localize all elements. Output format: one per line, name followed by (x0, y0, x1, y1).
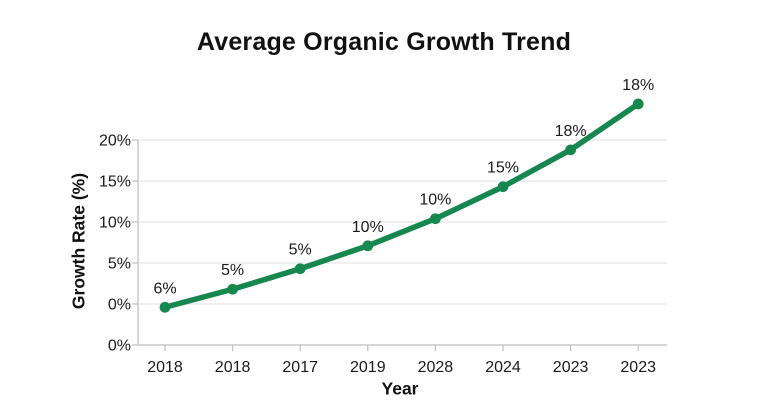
y-tick-label: 20% (99, 133, 131, 150)
y-tick-label: 15% (99, 174, 131, 191)
data-point-label: 5% (289, 242, 312, 259)
data-point-label: 10% (419, 192, 451, 209)
x-tick-label: 2017 (282, 359, 318, 376)
data-point-label: 6% (153, 280, 176, 297)
data-point (497, 181, 509, 193)
x-tick-label: 2019 (350, 359, 386, 376)
chart-title: Average Organic Growth Trend (196, 28, 572, 56)
data-point (362, 240, 374, 252)
y-tick-label: 0% (108, 338, 131, 355)
x-tick-label: 2018 (147, 359, 183, 376)
data-point (159, 301, 171, 313)
y-tick-label: 10% (99, 215, 131, 232)
data-point-label: 15% (487, 160, 519, 177)
x-tick-label: 2023 (620, 359, 656, 376)
data-point-label: 18% (622, 77, 654, 94)
x-axis-title: Year (381, 378, 419, 399)
trend-line (162, 101, 641, 311)
data-point (632, 98, 644, 110)
data-point (430, 213, 441, 225)
data-point (294, 263, 306, 275)
data-point (227, 283, 239, 295)
x-tick-label: 2028 (418, 359, 454, 376)
y-tick-label: 0% (108, 297, 131, 314)
x-tick-label: 2023 (553, 359, 589, 376)
data-point-label: 18% (555, 123, 587, 140)
x-tick-label: 2018 (215, 359, 251, 376)
data-point-label: 10% (352, 219, 384, 236)
data-point-label: 5% (221, 262, 244, 279)
y-tick-label: 5% (108, 256, 131, 273)
data-point (565, 144, 576, 156)
x-tick-label: 2024 (485, 359, 521, 376)
